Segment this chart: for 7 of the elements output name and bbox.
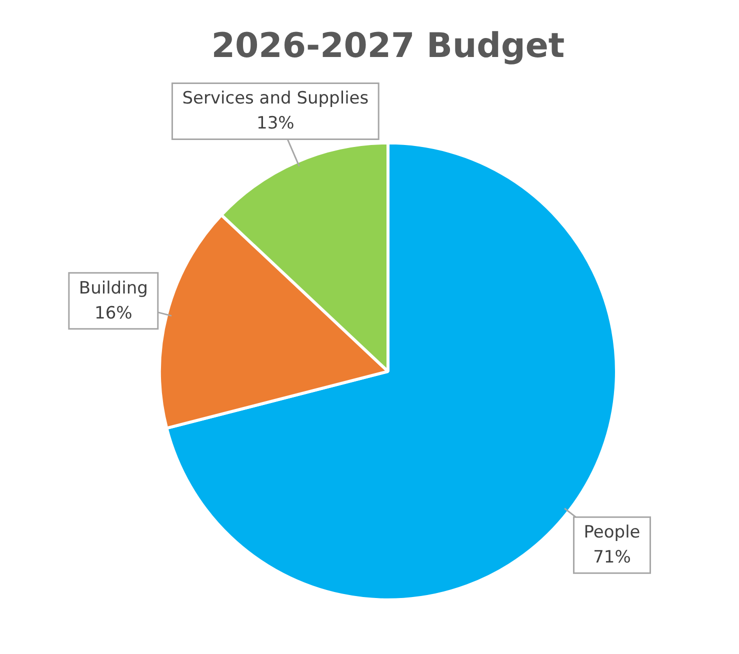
data-label: 71% (593, 548, 631, 568)
slice-label: People (584, 522, 640, 543)
data-label: 13% (256, 114, 294, 134)
chart-title: 2026-2027 Budget (211, 26, 565, 66)
slice-label: Services and Supplies (182, 88, 369, 109)
slice-label: Building (78, 278, 148, 298)
data-label: 16% (94, 303, 132, 324)
